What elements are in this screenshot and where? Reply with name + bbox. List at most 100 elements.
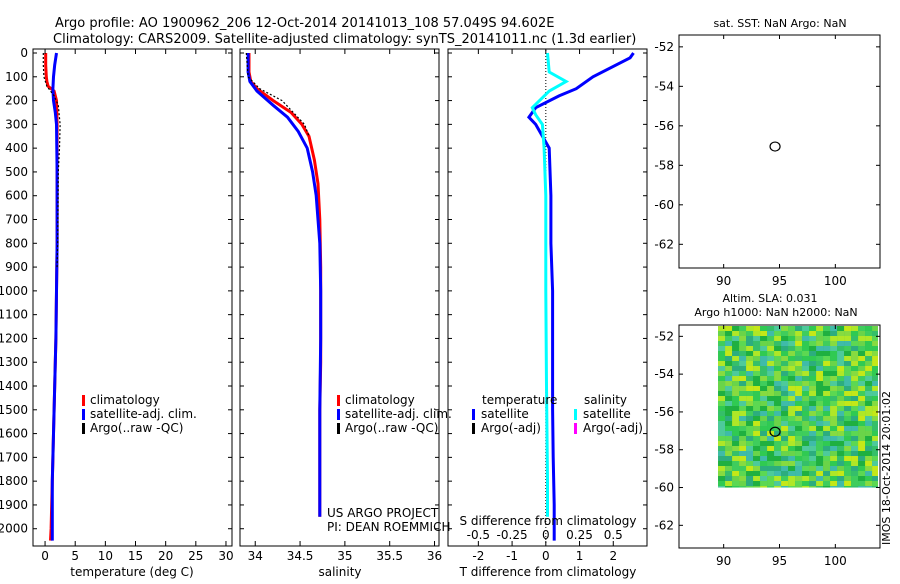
sla-heatmap-cell xyxy=(844,376,852,381)
x-tick-label: 34.5 xyxy=(287,549,314,563)
sla-heatmap-cell xyxy=(746,481,754,486)
x2-tick-label: 0.5 xyxy=(604,528,623,542)
sla-heatmap-cell xyxy=(865,441,873,446)
sla-heatmap-cell xyxy=(725,466,733,471)
sla-heatmap-cell xyxy=(823,326,831,331)
legend-swatch xyxy=(574,409,577,420)
sla-heatmap-cell xyxy=(781,416,789,421)
sla-heatmap-cell xyxy=(851,386,859,391)
sla-heatmap-cell xyxy=(760,376,768,381)
x-tick-label: 35.5 xyxy=(376,549,403,563)
sla-heatmap-cell xyxy=(809,401,817,406)
sla-heatmap-cell xyxy=(823,426,831,431)
sla-heatmap-cell xyxy=(788,336,796,341)
sla-heatmap-cell xyxy=(872,401,878,406)
sla-heatmap-cell xyxy=(837,461,845,466)
sla-heatmap-cell xyxy=(802,346,810,351)
sla-heatmap-cell xyxy=(872,326,878,331)
sla-heatmap-cell xyxy=(739,426,747,431)
sla-heatmap-cell xyxy=(725,366,733,371)
x-tick-label: 90 xyxy=(716,554,731,568)
sla-heatmap-cell xyxy=(851,366,859,371)
sla-heatmap-cell xyxy=(830,361,838,366)
sla-heatmap-cell xyxy=(732,341,740,346)
sla-heatmap-cell xyxy=(830,346,838,351)
sla-heatmap-cell xyxy=(767,476,775,481)
sla-heatmap-cell xyxy=(823,366,831,371)
legend-label: climatology xyxy=(345,393,415,407)
sla-heatmap-cell xyxy=(753,391,761,396)
sla-heatmap-cell xyxy=(795,396,803,401)
sla-heatmap-cell xyxy=(809,476,817,481)
sla-heatmap-cell xyxy=(732,476,740,481)
sla-heatmap-cell xyxy=(788,476,796,481)
sla-heatmap-cell xyxy=(788,466,796,471)
sla-heatmap-cell xyxy=(865,401,873,406)
sla-heatmap-cell xyxy=(739,431,747,436)
sla-heatmap-cell xyxy=(746,401,754,406)
sla-heatmap-cell xyxy=(851,426,859,431)
sla-heatmap-cell xyxy=(823,436,831,441)
sla-heatmap-cell xyxy=(774,406,782,411)
sla-heatmap-cell xyxy=(844,456,852,461)
sla-heatmap-cell xyxy=(732,366,740,371)
sla-heatmap-cell xyxy=(732,456,740,461)
sla-heatmap-cell xyxy=(851,456,859,461)
sla-heatmap-cell xyxy=(802,411,810,416)
sla-heatmap-cell xyxy=(802,401,810,406)
sla-heatmap-cell xyxy=(802,451,810,456)
sla-heatmap-cell xyxy=(837,361,845,366)
x2-tick-label: 0.25 xyxy=(566,528,593,542)
x-tick-label: 34 xyxy=(248,549,263,563)
sla-heatmap-cell xyxy=(725,341,733,346)
x-tick-label: 2 xyxy=(609,549,617,563)
sla-heatmap-cell xyxy=(760,446,768,451)
sla-heatmap-cell xyxy=(837,346,845,351)
sla-heatmap-cell xyxy=(851,401,859,406)
depth-tick-label: 600 xyxy=(5,189,28,203)
sla-heatmap-cell xyxy=(872,391,878,396)
sla-heatmap-cell xyxy=(823,471,831,476)
sla-heatmap-cell xyxy=(858,341,866,346)
sla-heatmap-cell xyxy=(732,451,740,456)
sla-heatmap-cell xyxy=(739,411,747,416)
sla-heatmap-cell xyxy=(725,401,733,406)
sla-heatmap-cell xyxy=(732,421,740,426)
sla-heatmap-cell xyxy=(795,486,803,488)
sla-heatmap-cell xyxy=(872,486,878,488)
legend-label: satellite-adj. clim. xyxy=(90,407,197,421)
sla-heatmap-cell xyxy=(844,421,852,426)
sla-heatmap-cell xyxy=(746,356,754,361)
sla-heatmap-cell xyxy=(760,481,768,486)
sla-heatmap-cell xyxy=(781,361,789,366)
depth-tick-label: 1900 xyxy=(0,498,28,512)
sla-heatmap-cell xyxy=(844,381,852,386)
sla-heatmap-cell xyxy=(844,356,852,361)
title-line-1: Argo profile: AO 1900962_206 12-Oct-2014… xyxy=(55,16,554,31)
depth-tick-label: 500 xyxy=(5,165,28,179)
sla-heatmap-cell xyxy=(774,476,782,481)
sla-heatmap-cell xyxy=(718,331,726,336)
sla-heatmap-cell xyxy=(746,411,754,416)
sla-heatmap-cell xyxy=(774,341,782,346)
sla-heatmap-cell xyxy=(802,406,810,411)
sla-heatmap-cell xyxy=(781,481,789,486)
sla-heatmap-cell xyxy=(872,381,878,386)
sla-heatmap-cell xyxy=(718,466,726,471)
sla-heatmap-cell xyxy=(732,471,740,476)
series-line-satellite-adj-clim- xyxy=(246,53,323,517)
sla-heatmap-cell xyxy=(795,456,803,461)
sla-heatmap-cell xyxy=(851,476,859,481)
sla-heatmap-cell xyxy=(718,356,726,361)
sla-heatmap-cell xyxy=(823,396,831,401)
sla-heatmap-cell xyxy=(767,381,775,386)
sla-heatmap-cell xyxy=(760,341,768,346)
sla-heatmap-cell xyxy=(774,361,782,366)
sla-heatmap-cell xyxy=(830,481,838,486)
sla-heatmap-cell xyxy=(732,406,740,411)
sla-heatmap-cell xyxy=(872,461,878,466)
sla-heatmap-cell xyxy=(823,401,831,406)
sla-heatmap-cell xyxy=(753,371,761,376)
sla-heatmap-cell xyxy=(788,346,796,351)
sla-heatmap-cell xyxy=(746,431,754,436)
